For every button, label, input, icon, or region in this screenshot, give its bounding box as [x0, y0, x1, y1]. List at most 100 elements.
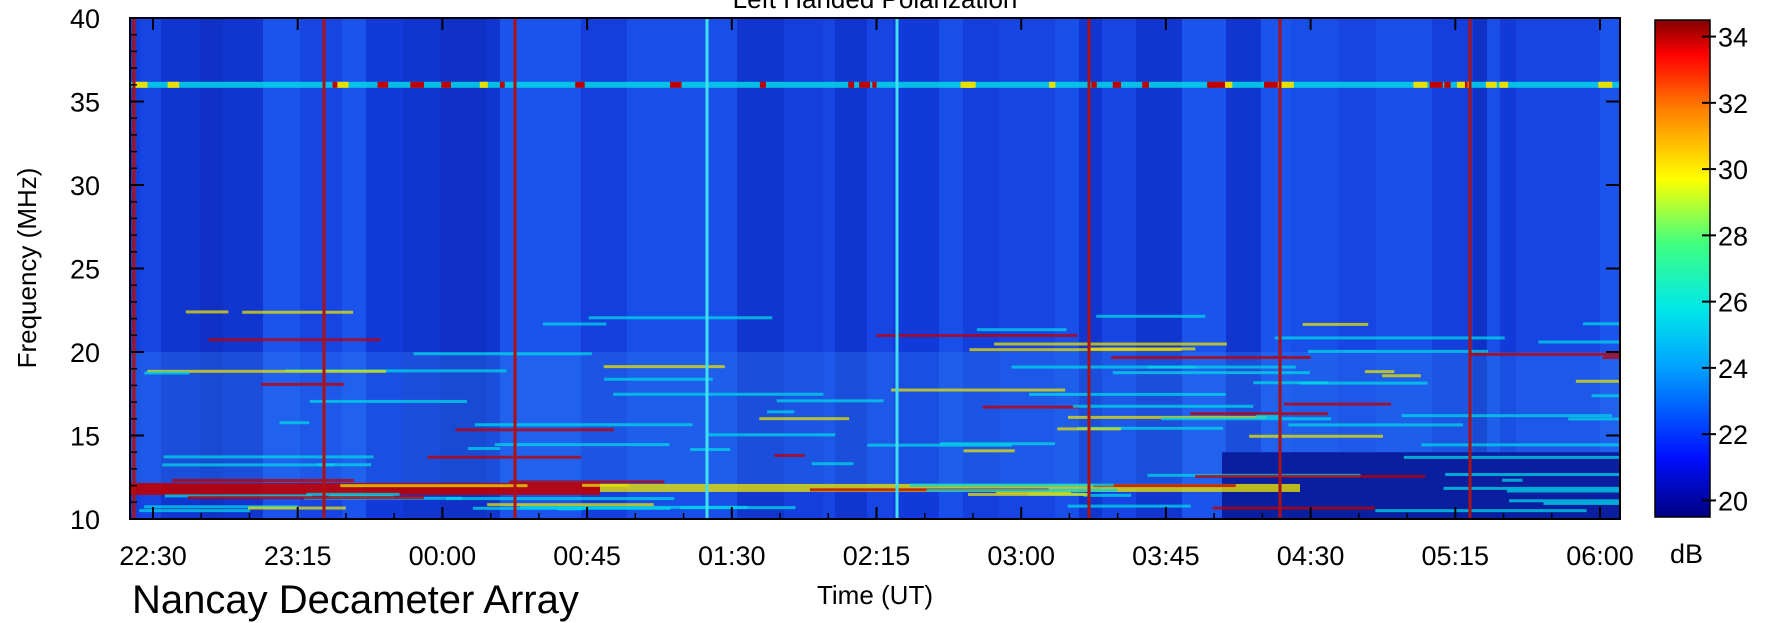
emission-streak [1083, 493, 1132, 497]
emission-streak [1147, 365, 1296, 369]
emission-streak [279, 421, 310, 425]
emission-streak [1403, 455, 1620, 459]
heatmap-strip [1432, 18, 1473, 519]
heatmap-strip [200, 18, 223, 519]
x-tick-label: 03:45 [1132, 541, 1200, 571]
heatmap-strip [140, 18, 161, 519]
persistent-band-spot [332, 81, 338, 88]
emission-streak [582, 483, 629, 487]
emission-streak [995, 490, 1072, 494]
heatmap-strip [1055, 18, 1079, 519]
x-tick-label: 03:00 [987, 541, 1055, 571]
emission-streak [1029, 392, 1226, 396]
emission-streak [144, 371, 190, 375]
emission-streak [147, 369, 386, 373]
persistent-band-spot [441, 81, 451, 88]
emission-streak [427, 455, 582, 459]
heatmap-strip [1500, 18, 1516, 519]
emission-streak [604, 377, 713, 381]
emission-streak [1299, 381, 1428, 385]
emission-streak [1195, 474, 1426, 478]
emission-streak [1582, 322, 1620, 326]
persistent-band-spot [859, 81, 871, 88]
emission-streak [1161, 417, 1332, 421]
heatmap-strip [1182, 18, 1226, 519]
x-tick-label: 06:00 [1566, 541, 1634, 571]
persistent-band-spot [479, 81, 488, 88]
emission-streak [926, 488, 1118, 492]
heatmap-strip [1516, 18, 1565, 519]
persistent-band-spot [1142, 81, 1149, 88]
persistent-band-spot [1429, 81, 1443, 88]
heatmap-strip [1409, 18, 1432, 519]
heatmap-strip [1102, 18, 1136, 519]
y-axis-title: Frequency (MHz) [12, 168, 42, 369]
heatmap-strip [1136, 18, 1182, 519]
heatmap-strip [939, 18, 963, 519]
emission-streak [542, 322, 607, 326]
persistent-band-spot [1281, 81, 1294, 88]
heatmap-strip [963, 18, 999, 519]
emission-streak [1067, 504, 1191, 508]
persistent-band-spot [575, 81, 585, 88]
emission-streak [285, 369, 507, 373]
colorbar-tick-label: 28 [1718, 221, 1748, 251]
emission-streak [1093, 484, 1236, 488]
y-tick-label: 35 [70, 88, 100, 118]
y-tick-label: 40 [70, 4, 100, 34]
persistent-band-spot [1049, 81, 1056, 88]
emission-streak [1568, 417, 1620, 421]
emission-streak [260, 382, 345, 386]
emission-streak [968, 492, 1090, 496]
y-tick-label: 10 [70, 505, 100, 535]
persistent-band-spot [1208, 81, 1222, 88]
emission-streak [164, 494, 312, 498]
heatmap-strip [867, 18, 893, 519]
emission-streak [706, 433, 836, 437]
heatmap-strip [300, 18, 342, 519]
emission-streak [1591, 394, 1620, 398]
emission-streak [1077, 426, 1224, 430]
heatmap-strip [1473, 18, 1487, 519]
heatmap-strip [835, 18, 867, 519]
heatmap-strip [581, 18, 627, 519]
colorbar-tick-label: 34 [1718, 23, 1748, 53]
emission-streak [1509, 499, 1620, 503]
emission-streak [162, 463, 335, 467]
emission-streak [1274, 336, 1505, 340]
emission-streak [1543, 501, 1620, 505]
emission-streak [1502, 478, 1523, 482]
emission-streak [1112, 371, 1310, 375]
heatmap-strip [1487, 18, 1500, 519]
x-tick-label: 23:15 [264, 541, 332, 571]
instrument-name: Nancay Decameter Array [132, 578, 579, 622]
x-tick-label: 05:15 [1422, 541, 1490, 571]
persistent-band-spot [134, 81, 148, 88]
heatmap-strip [627, 18, 651, 519]
persistent-band-spot [960, 81, 973, 88]
x-tick-label: 02:15 [843, 541, 911, 571]
emission-streak [139, 509, 251, 513]
emission-streak [909, 483, 1114, 487]
emission-streak [1096, 314, 1206, 318]
persistent-band-spot [1462, 81, 1468, 88]
emission-streak [767, 410, 795, 414]
emission-streak [1443, 486, 1620, 490]
emission-streak [1421, 443, 1620, 447]
emission-streak [1255, 414, 1280, 418]
emission-streak [690, 448, 731, 452]
emission-streak [1382, 374, 1421, 378]
emission-streak [1308, 349, 1488, 353]
emission-streak [1288, 423, 1463, 427]
heatmap-background [130, 18, 1620, 519]
heatmap-strip [366, 18, 403, 519]
colorbar [1654, 19, 1711, 518]
heatmap-strip [263, 18, 300, 519]
y-axis: 10 15 20 25 30 35 40 [70, 4, 1620, 535]
emission-streak [588, 316, 773, 320]
emission-streak [876, 333, 1078, 337]
emission-streak [172, 478, 354, 482]
heatmap-strip [161, 18, 200, 519]
persistent-band-spot [1413, 81, 1428, 88]
emission-streak [1401, 414, 1613, 418]
